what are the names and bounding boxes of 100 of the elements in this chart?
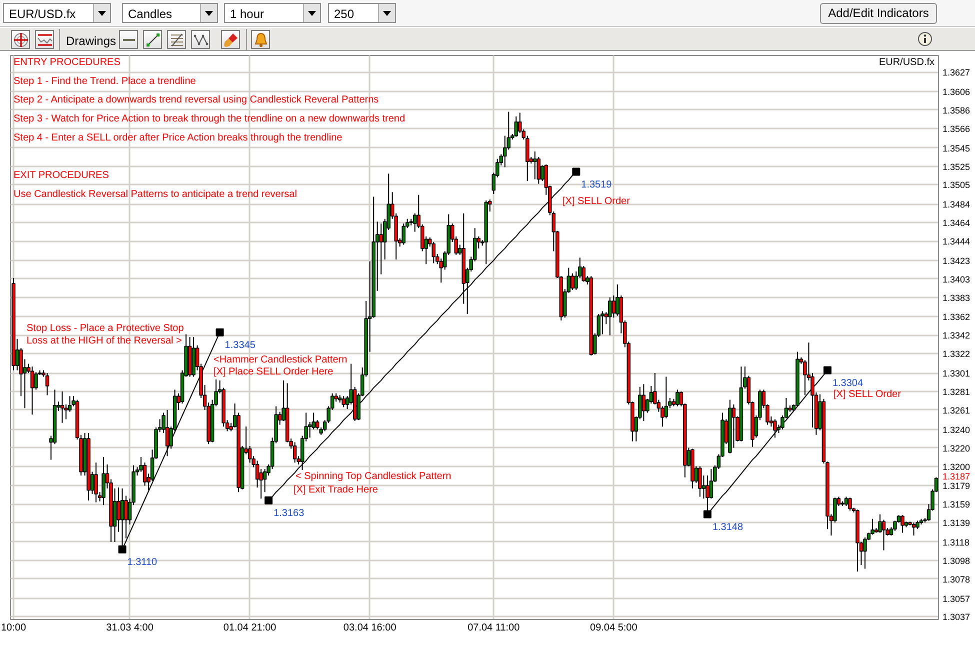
candlestick xyxy=(30,366,34,416)
y-tick-label: 1.3403 xyxy=(942,274,970,284)
candlestick xyxy=(45,372,50,396)
x-tick-label: 03.04 16:00 xyxy=(343,622,397,634)
candlestick xyxy=(34,372,38,390)
candlestick xyxy=(165,409,170,457)
y-tick-label: 1.3342 xyxy=(942,330,970,341)
point xyxy=(118,545,126,554)
candlestick xyxy=(94,462,98,503)
y-tick-label: 1.3078 xyxy=(942,574,970,584)
data-label: 1.3519 xyxy=(581,179,612,190)
y-tick-label: 1.3566 xyxy=(942,124,970,134)
y-tick-label: 1.3200 xyxy=(942,462,970,472)
y-tick-label: 1.3240 xyxy=(942,424,970,435)
annotation: Step 3 - Watch for Price Action to break through the trendline on a new downwards trend xyxy=(14,114,406,125)
y-tick-label: 1.3322 xyxy=(942,349,970,360)
text: EUR/USD.fx xyxy=(9,6,76,23)
point xyxy=(703,510,712,518)
candlestick xyxy=(292,442,297,464)
text: 1 hour xyxy=(230,6,264,23)
candlestick xyxy=(124,495,128,539)
annotation: Stop Loss - Place a Protective Stop xyxy=(26,323,184,334)
candlestick xyxy=(533,151,537,180)
candlestick xyxy=(900,514,904,534)
candlestick xyxy=(600,310,604,335)
y-tick-label: 1.3118 xyxy=(942,537,970,548)
chart-title: EUR/USD.fx xyxy=(878,56,934,68)
candlestick xyxy=(676,389,680,407)
annotation: Step 4 - Enter a SELL order after Price Action breaks through the trendline xyxy=(14,132,343,144)
y-tick-label: 1.3159 xyxy=(942,500,970,510)
candlestick xyxy=(608,296,612,336)
candlestick xyxy=(882,519,886,551)
y-tick-label: 1.3444 xyxy=(942,236,970,247)
y-tick-label: 1.3505 xyxy=(942,180,970,190)
data-label: 1.3148 xyxy=(712,522,744,533)
y-tick-label: 1.3057 xyxy=(942,594,970,604)
candlestick xyxy=(60,391,64,424)
y-tick-label: 1.3383 xyxy=(942,292,970,303)
candlestick xyxy=(912,522,916,536)
data-label: 1.3110 xyxy=(127,556,158,568)
y-tick-label: 1.3362 xyxy=(942,312,970,322)
x-tick-label: 01.04 21:00 xyxy=(223,622,277,634)
y-tick-label: 1.3261 xyxy=(942,405,970,416)
x-tick-label: 07.04 11:00 xyxy=(468,622,520,634)
y-tick-label: 1.3179 xyxy=(942,481,970,492)
y-tick-label: 1.3627 xyxy=(942,68,970,78)
candlestick xyxy=(844,496,848,506)
data-label: 1.3345 xyxy=(224,340,256,351)
y-tick-label: 1.3525 xyxy=(942,162,970,172)
candlestick xyxy=(342,396,346,408)
y-tick-label: 1.3545 xyxy=(942,143,970,154)
data-label: 1.3304 xyxy=(832,378,864,389)
annotation: [X] SELL Order xyxy=(834,388,902,400)
data-label: 1.3163 xyxy=(274,508,305,519)
annotation: [X] SELL Order xyxy=(562,196,631,207)
text: Add/Edit Indicators xyxy=(820,3,937,24)
candlestick xyxy=(402,223,406,246)
candlestick xyxy=(102,456,106,506)
y-tick-label: 1.3220 xyxy=(942,443,970,454)
text: 250 xyxy=(334,6,354,23)
candlestick xyxy=(379,223,383,275)
candlestick xyxy=(432,241,436,264)
annotation: Step 1 - Find the Trend. Place a trendline xyxy=(14,76,196,87)
annotation: <Hammer Candlestick Pattern xyxy=(214,354,348,366)
x-tick-label: 09.04 5:00 xyxy=(590,622,638,634)
candlestick xyxy=(863,536,867,570)
y-tick-label: 1.3281 xyxy=(942,387,970,397)
candlestick xyxy=(642,384,646,422)
y-tick-label: 1.3037 xyxy=(942,612,970,622)
point xyxy=(264,496,273,504)
candlestick xyxy=(412,212,417,232)
y-tick-label: 1.3423 xyxy=(942,256,970,266)
y-tick-label: 1.3586 xyxy=(942,105,970,116)
point xyxy=(216,328,224,336)
annotation: Use Candlestick Reversal Patterns to anticipate a trend reversal xyxy=(14,189,297,200)
candlestick xyxy=(116,487,120,532)
candlestick xyxy=(773,418,777,438)
x-tick-label: 31.03 4:00 xyxy=(106,622,154,634)
annotation: Step 2 - Anticipate a downwards trend reversal using Candlestick Reveral Patterns xyxy=(14,94,379,106)
annotation: [X] Exit Trade Here xyxy=(294,484,378,496)
candlestick xyxy=(570,272,574,290)
candlestick xyxy=(514,116,518,138)
candlestick xyxy=(848,497,852,512)
candlestick xyxy=(698,466,702,498)
x-tick-label: 10:00 xyxy=(0,622,26,634)
y-tick-label: 1.3098 xyxy=(942,556,970,566)
annotation: ENTRY PROCEDURES xyxy=(14,56,121,68)
y-tick-label: 1.3139 xyxy=(942,518,970,528)
annotation: Loss at the HIGH of the Reversal > xyxy=(26,335,182,346)
annotation: EXIT PROCEDURES xyxy=(14,170,110,182)
annotation: [X] Place SELL Order Here xyxy=(214,366,334,378)
text: 1.3187 xyxy=(942,472,970,482)
text: Drawings xyxy=(66,33,116,50)
text: Candles xyxy=(128,6,172,23)
annotation: < Spinning Top Candlestick Pattern xyxy=(296,471,452,482)
y-tick-label: 1.3484 xyxy=(942,200,970,210)
y-tick-label: 1.3301 xyxy=(942,368,970,379)
candlestick xyxy=(612,295,616,318)
point xyxy=(572,168,580,176)
y-tick-label: 1.3464 xyxy=(942,218,970,228)
